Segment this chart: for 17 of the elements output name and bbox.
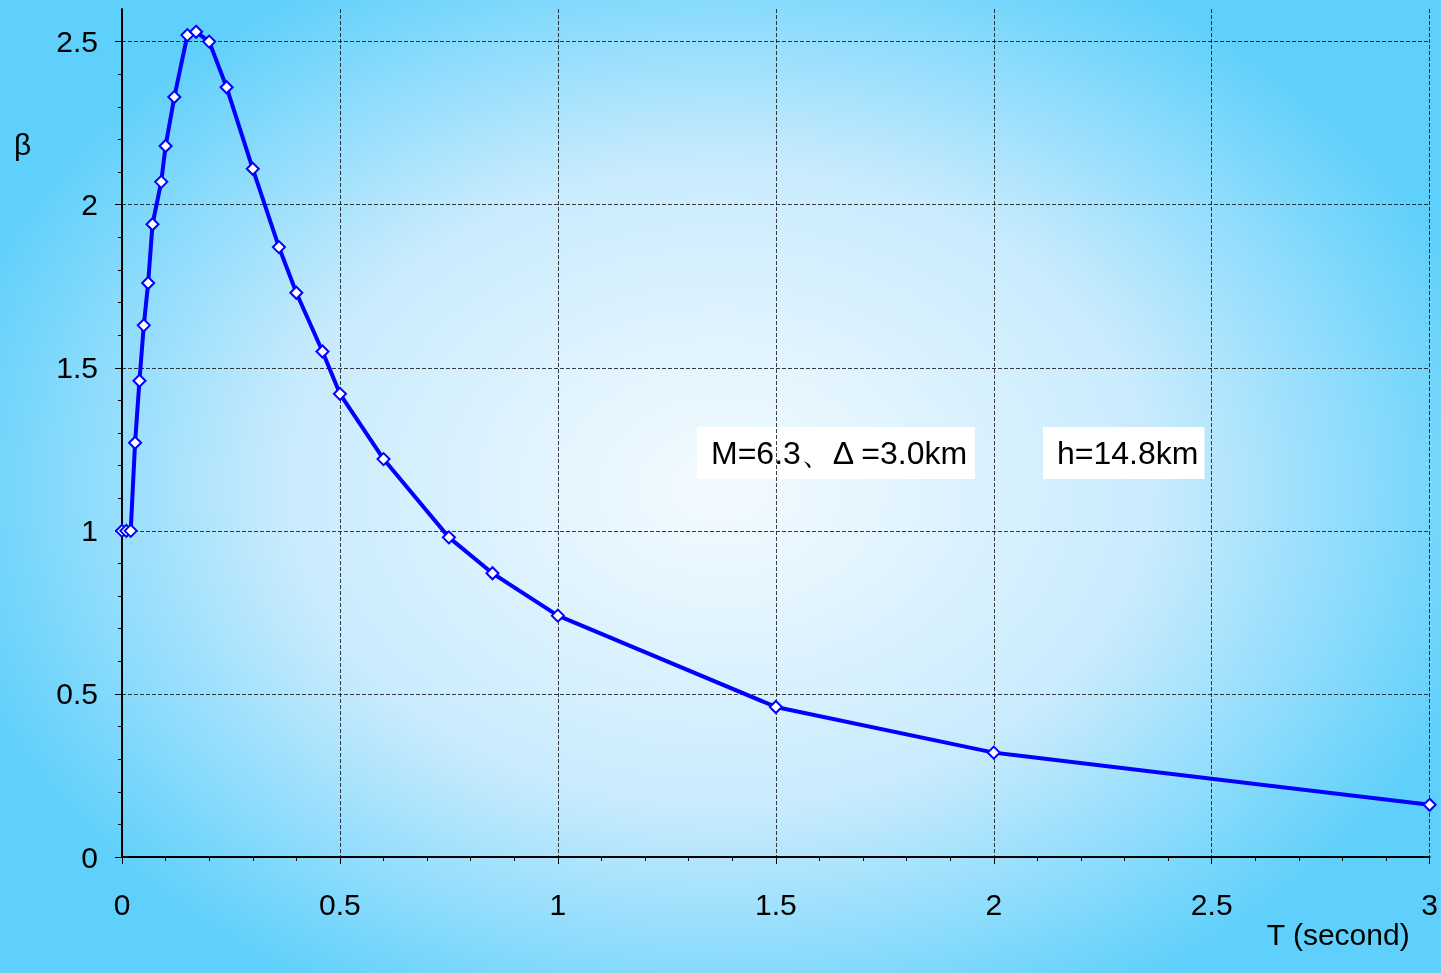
y-tick-label: 2 [81,188,98,222]
y-tick-label: 0 [81,840,98,874]
x-tick-label: 2.5 [1190,887,1233,921]
y-axis-title: β [14,127,32,161]
y-tick-label: 1.5 [56,351,98,385]
x-tick-label: 2 [985,887,1003,921]
annotation: M=6.3、Δ =3.0km [711,435,968,471]
y-tick-label: 0.5 [56,677,98,711]
x-tick-label: 1 [549,887,567,921]
x-tick-label: 3 [1421,887,1438,921]
x-tick-label: 1.5 [754,887,797,921]
annotation: h=14.8km [1057,435,1199,471]
x-tick-label: 0.5 [319,887,361,921]
x-tick-label: 0 [113,887,131,921]
x-axis-title: T (second) [1266,917,1410,951]
y-tick-label: 1 [81,514,98,548]
y-tick-label: 2.5 [56,25,98,59]
